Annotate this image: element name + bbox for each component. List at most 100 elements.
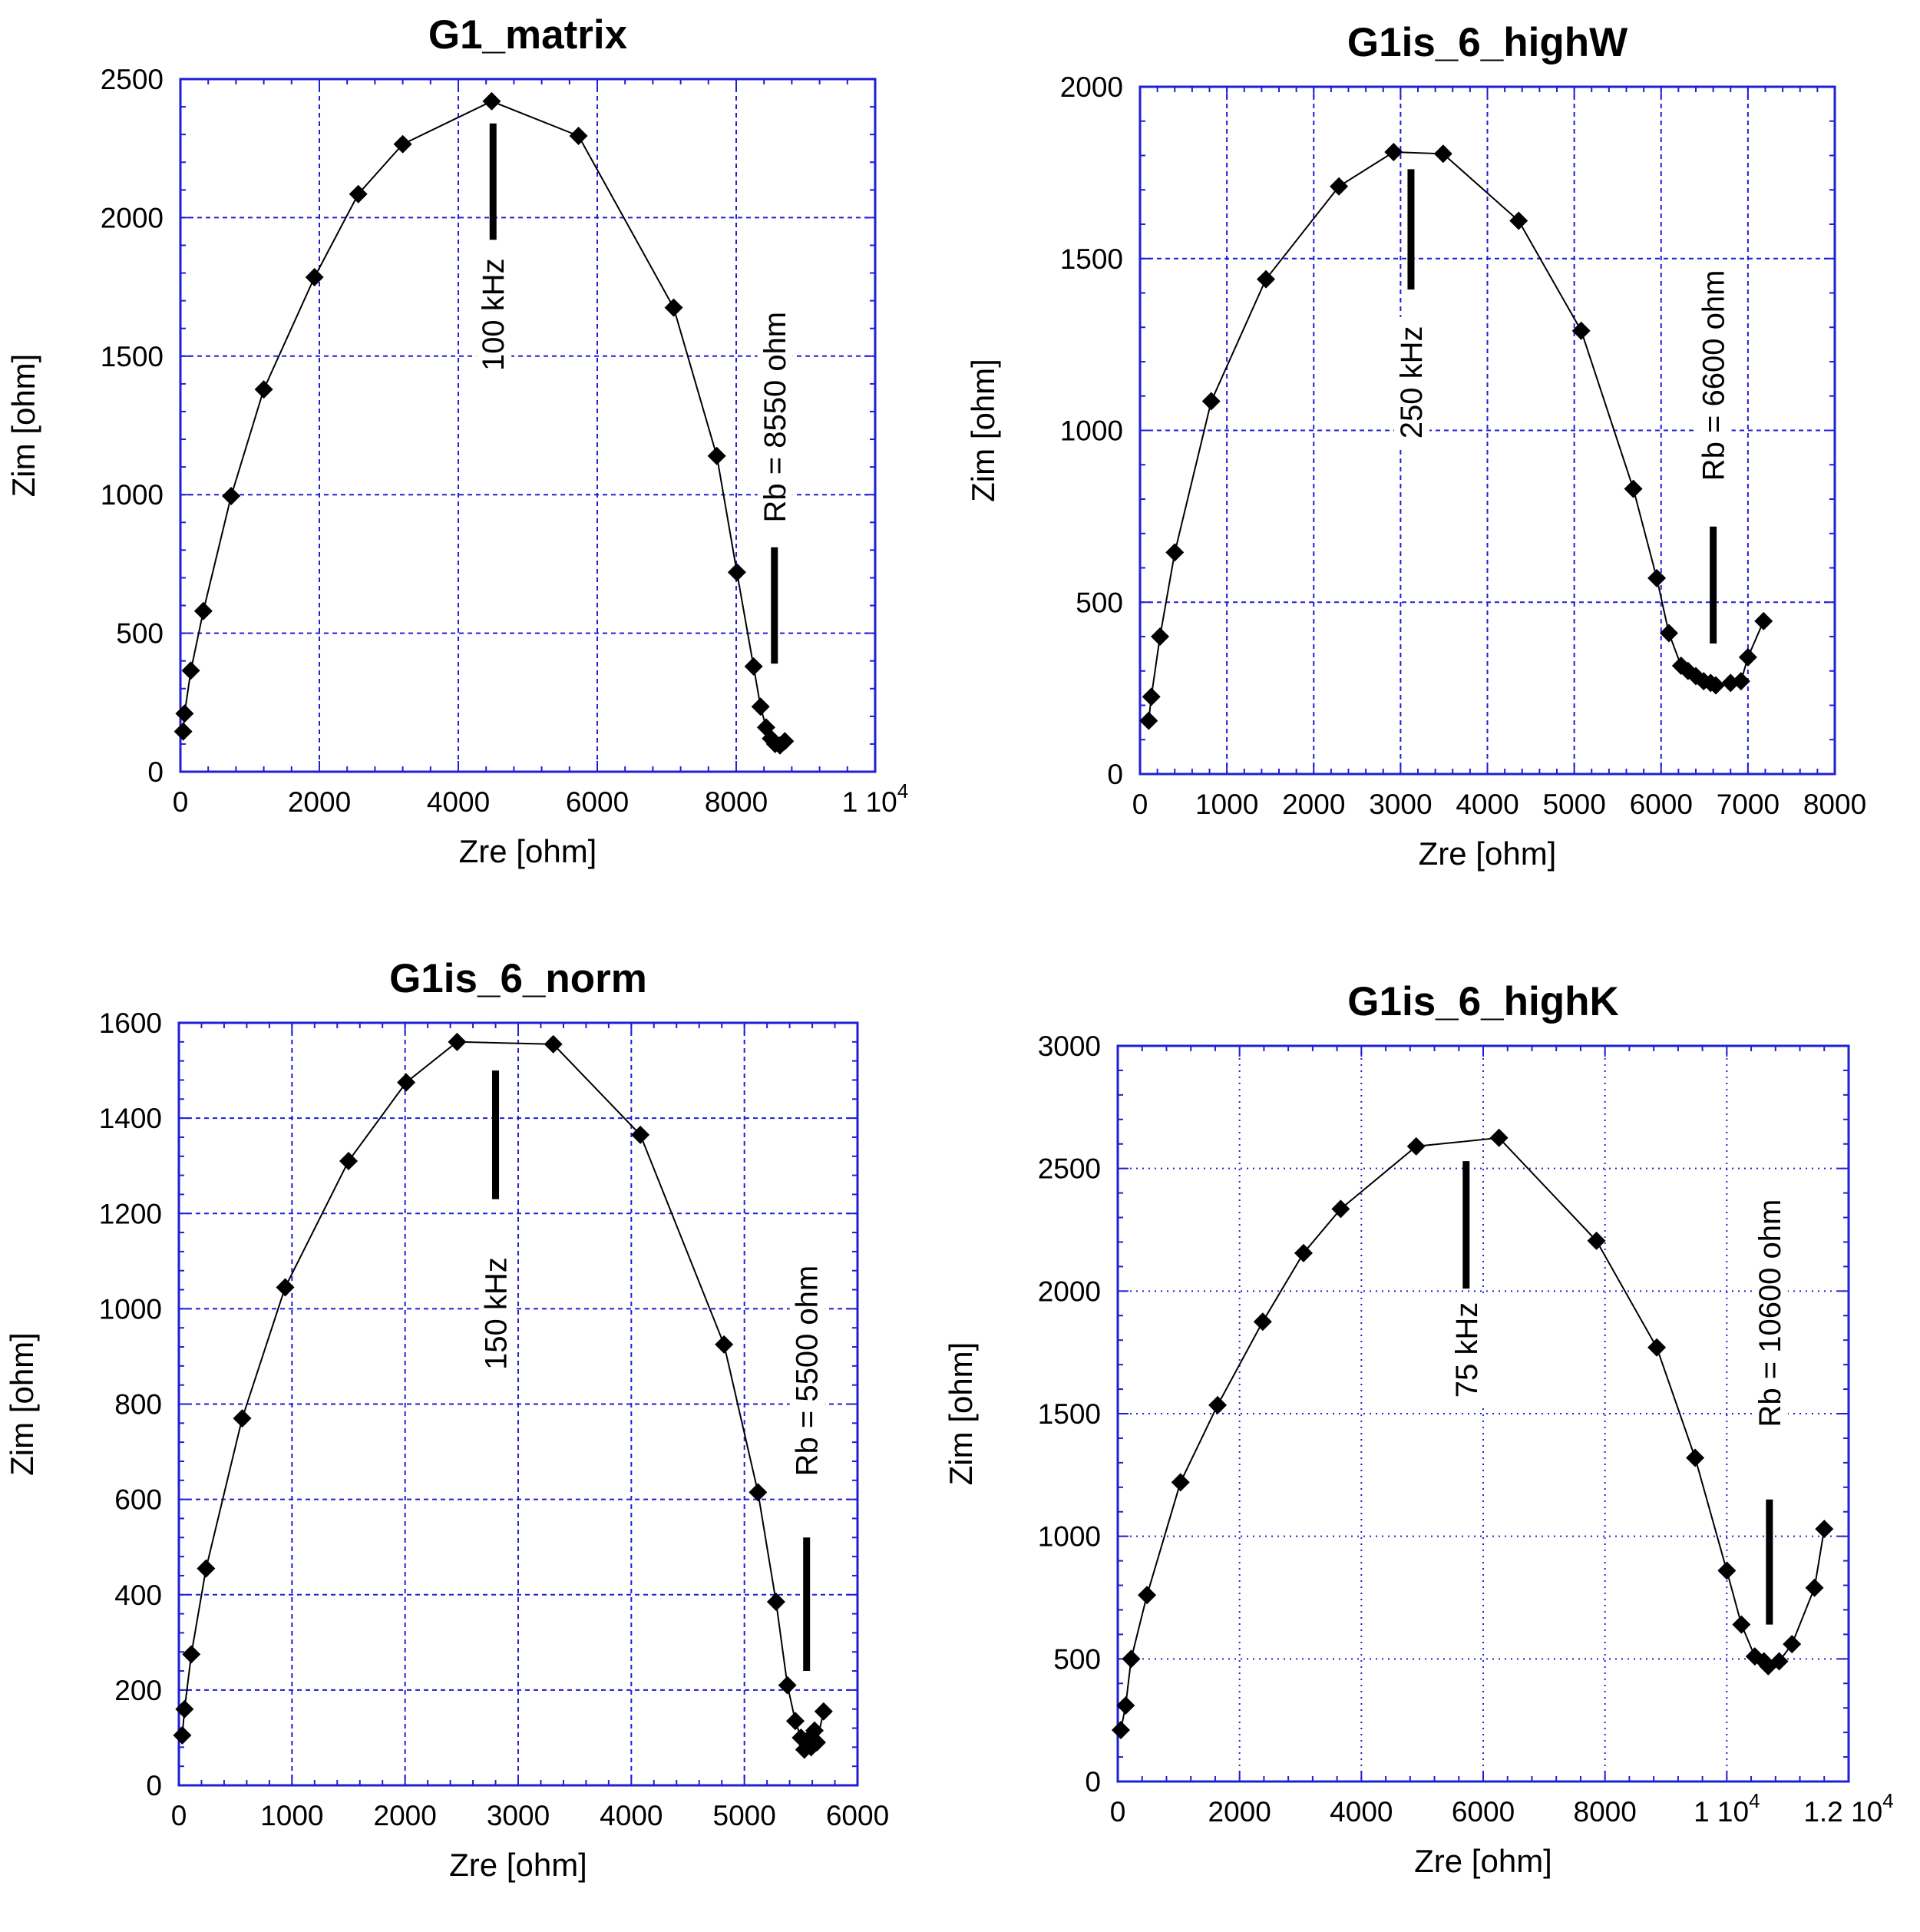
data-point	[1732, 1615, 1751, 1634]
x-tick-label: 7000	[1717, 789, 1780, 820]
y-tick-label: 500	[116, 618, 164, 650]
data-point	[1738, 647, 1757, 667]
data-point	[778, 1676, 797, 1695]
chart-title: G1is_6_norm	[389, 956, 647, 1001]
y-tick-label: 1500	[1060, 243, 1123, 275]
x-tick-label-text: 4000	[600, 1800, 663, 1831]
data-point	[1122, 1649, 1141, 1669]
x-tick-label: 4000	[1330, 1796, 1393, 1828]
data-point	[254, 380, 273, 399]
annotation-label: Rb = 8550 ohm	[758, 312, 792, 523]
y-tick-label: 200	[114, 1675, 162, 1706]
y-tick-label: 0	[1107, 759, 1123, 790]
y-tick-label: 600	[114, 1484, 162, 1516]
series-line	[1120, 1136, 1826, 1731]
x-tick-label-text: 0	[1132, 789, 1148, 820]
x-tick-label: 5000	[1542, 789, 1605, 820]
x-tick-label-text: 5000	[1542, 789, 1605, 820]
y-tick-label: 0	[1085, 1766, 1101, 1798]
data-point	[1707, 676, 1726, 695]
grid	[179, 1023, 858, 1785]
x-tick-label: 6000	[1452, 1796, 1515, 1828]
y-tick-label: 3000	[1038, 1031, 1101, 1062]
x-tick-label: 0	[1132, 789, 1148, 820]
annotation-label-background	[757, 301, 793, 534]
x-tick-label: 1 104	[842, 779, 908, 818]
x-tick-label: 3000	[487, 1800, 550, 1831]
data-point	[1731, 672, 1750, 691]
x-axis-label: Zre [ohm]	[1419, 835, 1557, 872]
chart-g1is6-highk: 0 2000 4000 6000 8000 1 104 1.2 10405001000150…	[943, 979, 1894, 1879]
x-tick-label-text: 5000	[713, 1800, 776, 1831]
series-markers	[1139, 143, 1773, 730]
data-point	[664, 298, 683, 317]
y-tick-label: 400	[114, 1580, 162, 1611]
data-point	[569, 126, 588, 145]
y-tick-label: 2000	[101, 202, 164, 233]
annotation-label-background	[1752, 1189, 1788, 1438]
data-point	[1647, 1338, 1667, 1357]
data-point	[1717, 1561, 1737, 1580]
data-point	[805, 1721, 825, 1740]
x-tick-label: 4000	[600, 1800, 663, 1831]
x-tick-label-text: 6000	[566, 786, 629, 818]
x-tick-label: 1000	[1195, 789, 1258, 820]
data-point	[1783, 1635, 1802, 1654]
data-point	[1754, 611, 1773, 630]
x-tick-label-text: 2000	[288, 786, 351, 818]
data-point	[222, 487, 241, 506]
data-point	[1384, 143, 1403, 162]
x-tick-label-text: 1000	[260, 1800, 323, 1831]
series-markers	[173, 1032, 833, 1759]
data-point	[715, 1335, 734, 1354]
data-point	[1253, 1312, 1272, 1332]
data-point	[785, 1712, 805, 1731]
x-tick-label-text: 4000	[1456, 789, 1518, 820]
y-tick-label: 500	[1053, 1643, 1101, 1675]
chart-title: G1is_6_highK	[1347, 979, 1618, 1024]
data-point	[1257, 270, 1276, 289]
data-point	[1659, 624, 1678, 643]
data-point	[1489, 1128, 1509, 1147]
annotation-label-background	[1696, 259, 1732, 491]
series-markers	[173, 91, 795, 755]
series-markers	[1111, 1128, 1834, 1739]
x-tick-label-text: 3000	[487, 1800, 550, 1831]
data-point	[482, 91, 501, 111]
x-tick-label-text: 1 10	[1694, 1796, 1749, 1828]
x-tick-label: 2000	[1282, 789, 1345, 820]
data-point	[1171, 1473, 1190, 1492]
y-tick-label: 2000	[1060, 71, 1123, 103]
x-tick-label: 5000	[713, 1800, 776, 1831]
x-tick-label-text: 6000	[1630, 789, 1693, 820]
y-tick-label: 1500	[1038, 1398, 1101, 1430]
data-point	[1294, 1243, 1313, 1262]
annotation-label-background	[478, 1248, 514, 1379]
x-tick-label-text: 4000	[427, 786, 490, 818]
plot-frame	[179, 78, 877, 773]
grid	[180, 79, 875, 772]
data-point	[173, 722, 193, 741]
x-tick-label: 4000	[1456, 789, 1518, 820]
chart-title: G1_matrix	[428, 12, 628, 58]
data-point	[197, 1559, 216, 1578]
y-tick-label: 1000	[1038, 1521, 1101, 1553]
y-tick-label: 2500	[101, 64, 164, 95]
data-point	[173, 1725, 192, 1745]
data-point	[1151, 627, 1170, 646]
data-point	[707, 446, 726, 465]
x-tick-label-text: 0	[173, 786, 189, 818]
data-point	[448, 1032, 467, 1051]
x-tick-label-text: 2000	[374, 1800, 437, 1831]
y-tick-label: 1000	[1060, 415, 1123, 447]
annotation-label: Rb = 6600 ohm	[1697, 270, 1731, 481]
annotation-label: 75 kHz	[1450, 1302, 1484, 1398]
data-point	[1805, 1578, 1824, 1597]
series-line	[181, 1040, 825, 1752]
x-tick-label: 8000	[705, 786, 768, 818]
data-point	[1406, 1136, 1426, 1156]
x-tick-label-text: 3000	[1369, 789, 1432, 820]
x-tick-label: 6000	[566, 786, 629, 818]
x-tick-label-text: 1.2 10	[1803, 1796, 1882, 1828]
